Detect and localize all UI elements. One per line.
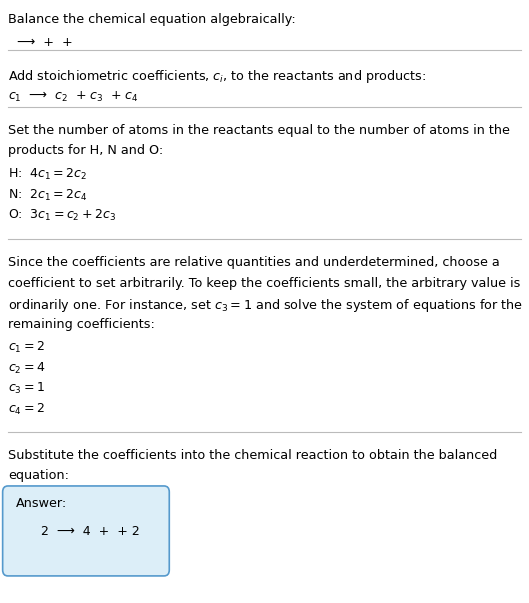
Text: $c_3 = 1$: $c_3 = 1$ bbox=[8, 381, 45, 396]
Text: Substitute the coefficients into the chemical reaction to obtain the balanced: Substitute the coefficients into the che… bbox=[8, 449, 497, 462]
Text: H:  $4 c_1 = 2 c_2$: H: $4 c_1 = 2 c_2$ bbox=[8, 167, 87, 182]
Text: Balance the chemical equation algebraically:: Balance the chemical equation algebraica… bbox=[8, 13, 296, 27]
Text: 2  ⟶  4  +  + 2: 2 ⟶ 4 + + 2 bbox=[21, 525, 140, 538]
Text: Answer:: Answer: bbox=[16, 497, 67, 510]
Text: products for H, N and O:: products for H, N and O: bbox=[8, 145, 163, 157]
Text: coefficient to set arbitrarily. To keep the coefficients small, the arbitrary va: coefficient to set arbitrarily. To keep … bbox=[8, 277, 521, 289]
Text: Set the number of atoms in the reactants equal to the number of atoms in the: Set the number of atoms in the reactants… bbox=[8, 124, 510, 137]
Text: ⟶  +  +: ⟶ + + bbox=[13, 36, 77, 49]
Text: $c_1 = 2$: $c_1 = 2$ bbox=[8, 340, 44, 355]
Text: N:  $2 c_1 = 2 c_4$: N: $2 c_1 = 2 c_4$ bbox=[8, 188, 87, 203]
Text: equation:: equation: bbox=[8, 470, 69, 482]
Text: $c_1$  ⟶  $c_2$  + $c_3$  + $c_4$: $c_1$ ⟶ $c_2$ + $c_3$ + $c_4$ bbox=[8, 90, 139, 104]
Text: Since the coefficients are relative quantities and underdetermined, choose a: Since the coefficients are relative quan… bbox=[8, 256, 500, 269]
Text: $c_4 = 2$: $c_4 = 2$ bbox=[8, 402, 44, 417]
Text: $c_2 = 4$: $c_2 = 4$ bbox=[8, 361, 45, 376]
FancyBboxPatch shape bbox=[3, 486, 169, 576]
Text: Add stoichiometric coefficients, $c_i$, to the reactants and products:: Add stoichiometric coefficients, $c_i$, … bbox=[8, 68, 426, 84]
Text: remaining coefficients:: remaining coefficients: bbox=[8, 318, 155, 330]
Text: ordinarily one. For instance, set $c_3 = 1$ and solve the system of equations fo: ordinarily one. For instance, set $c_3 =… bbox=[8, 297, 523, 314]
Text: O:  $3 c_1 = c_2 + 2 c_3$: O: $3 c_1 = c_2 + 2 c_3$ bbox=[8, 208, 116, 223]
